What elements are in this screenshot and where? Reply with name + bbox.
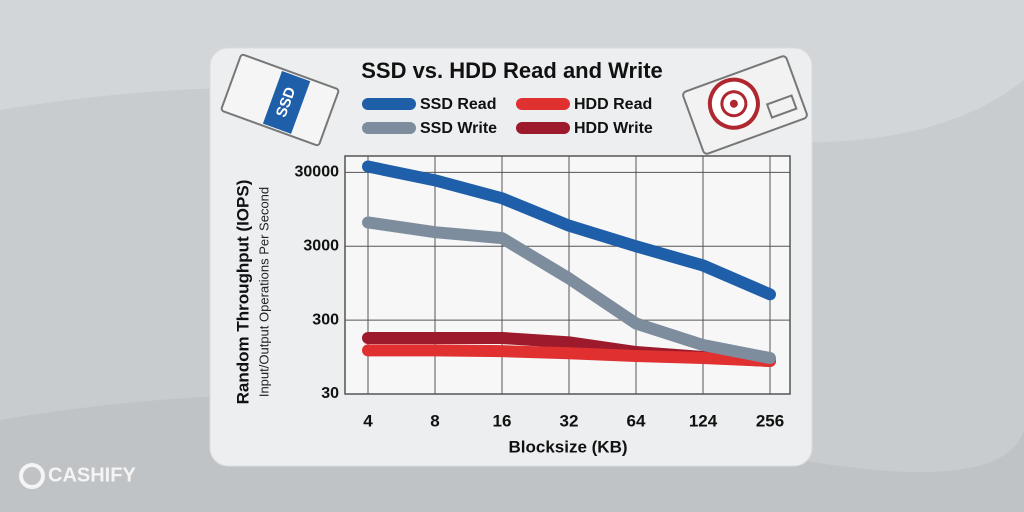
x-tick-label: 16 [493, 411, 512, 430]
y-tick-label: 30 [321, 385, 339, 402]
x-tick-label: 8 [430, 411, 439, 430]
y-tick-label: 3000 [303, 237, 339, 254]
ssd-icon: SSD [220, 53, 340, 147]
series-line [362, 344, 776, 367]
series-line [362, 216, 776, 365]
watermark-logo [19, 463, 45, 489]
x-tick-label: 124 [689, 411, 718, 430]
chart-title: SSD vs. HDD Read and Write [361, 58, 663, 83]
legend-label: SSD Write [420, 120, 497, 137]
legend-label: HDD Read [574, 96, 652, 113]
x-axis-label: Blocksize (KB) [508, 437, 627, 456]
x-tick-label: 256 [756, 411, 784, 430]
legend-label: HDD Write [574, 120, 653, 137]
x-tick-label: 32 [560, 411, 579, 430]
hdd-icon [682, 55, 808, 155]
legend-label: SSD Read [420, 96, 496, 113]
x-tick-label: 64 [627, 411, 646, 430]
y-axis-sublabel: Input/Output Operations Per Second [256, 187, 271, 397]
watermark: CASHIFY [48, 464, 136, 486]
y-tick-label: 30000 [295, 164, 340, 181]
y-tick-label: 300 [312, 311, 339, 328]
x-tick-label: 4 [363, 411, 373, 430]
series-line [362, 160, 776, 301]
y-axis-label: Random Throughput (IOPS) [233, 180, 252, 405]
